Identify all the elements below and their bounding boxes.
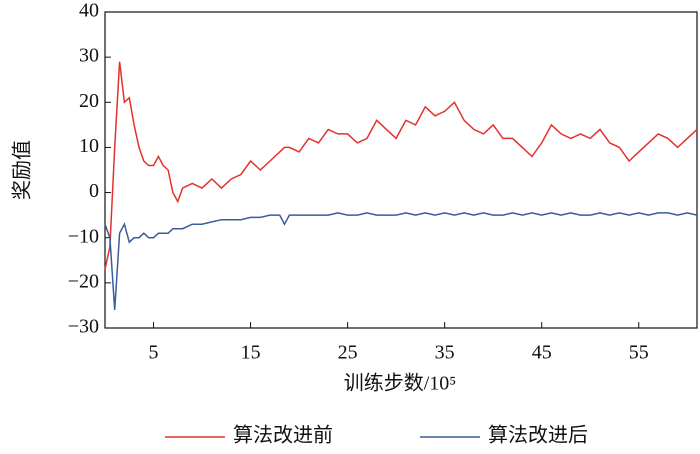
y-tick-label: 40	[79, 0, 99, 22]
plot-frame	[104, 11, 698, 329]
legend-label: 算法改进前	[233, 424, 333, 447]
series-line	[104, 212, 698, 310]
legend-label: 算法改进后	[488, 424, 588, 447]
series-line	[104, 61, 698, 270]
y-axis-label: 奖励值	[11, 140, 34, 200]
y-tick-label: −30	[68, 316, 99, 338]
x-tick-label: 15	[241, 342, 261, 364]
x-tick-label: 25	[338, 342, 358, 364]
y-tick-label: 0	[89, 180, 99, 202]
y-tick-label: 10	[79, 135, 99, 157]
x-axis-label: 训练步数/10⁵	[344, 372, 457, 395]
y-tick-label: 20	[79, 90, 99, 112]
y-tick-label: −20	[68, 270, 99, 292]
x-tick-label: 35	[435, 342, 455, 364]
x-tick-label: 5	[149, 342, 159, 364]
x-tick-label: 55	[629, 342, 649, 364]
y-tick-label: −10	[68, 225, 99, 247]
x-tick-label: 45	[532, 342, 552, 364]
y-tick-label: 30	[79, 45, 99, 67]
